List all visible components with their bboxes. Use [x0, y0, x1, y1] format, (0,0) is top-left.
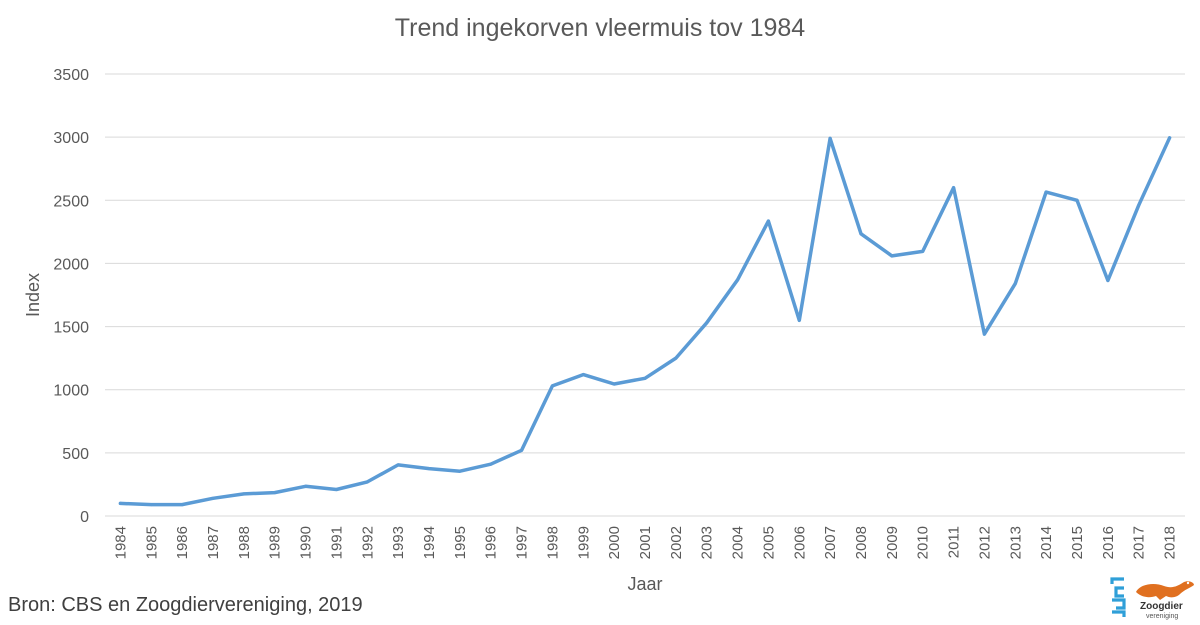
y-tick-label: 0 — [80, 509, 89, 526]
x-tick-label: 2002 — [668, 526, 685, 559]
data-point — [211, 496, 215, 500]
x-tick-label: 2018 — [1162, 526, 1179, 559]
data-point — [304, 484, 308, 488]
x-tick-label: 2003 — [699, 526, 716, 559]
data-point — [242, 492, 246, 496]
x-tick-label: 1993 — [390, 526, 407, 559]
data-point — [180, 503, 184, 507]
x-tick-label: 2017 — [1131, 526, 1148, 559]
x-tick-label: 2015 — [1069, 526, 1086, 559]
data-point — [365, 480, 369, 484]
x-tick-label: 2005 — [760, 526, 777, 559]
x-tick-label: 1990 — [298, 526, 315, 559]
x-tick-label: 1997 — [514, 526, 531, 559]
x-tick-label: 1988 — [236, 526, 253, 559]
data-point — [273, 491, 277, 495]
series-line — [118, 136, 1172, 507]
y-tick-label: 2500 — [53, 193, 89, 210]
cbs-logo-icon — [1110, 577, 1126, 617]
x-tick-labels: 1984 1985 1986 1987 1988 1989 1990 1991 1992 1993… — [112, 526, 1178, 559]
data-point — [581, 373, 585, 377]
data-point — [921, 249, 925, 253]
data-point — [797, 318, 801, 322]
x-tick-label: 1985 — [143, 526, 160, 559]
data-point — [828, 136, 832, 140]
x-tick-label: 1999 — [575, 526, 592, 559]
data-point — [1013, 282, 1017, 286]
x-tick-label: 2010 — [915, 526, 932, 559]
y-axis-label: Index — [23, 273, 43, 317]
x-tick-label: 2012 — [976, 526, 993, 559]
x-axis-label: Jaar — [627, 574, 662, 594]
x-tick-label: 1987 — [205, 526, 222, 559]
y-tick-label: 2000 — [53, 256, 89, 273]
x-tick-label: 2016 — [1100, 526, 1117, 559]
data-point — [489, 462, 493, 466]
x-tick-label: 2007 — [822, 526, 839, 559]
data-point — [458, 469, 462, 473]
y-tick-label: 1500 — [53, 320, 89, 337]
cbs-zoogdiervereniging-logo: Zoogdier vereniging — [1110, 576, 1196, 620]
logo-text-vereniging: vereniging — [1146, 613, 1178, 620]
x-tick-label: 2009 — [884, 526, 901, 559]
data-point — [1168, 136, 1172, 140]
x-tick-label: 2013 — [1007, 526, 1024, 559]
y-tick-label: 1000 — [53, 383, 89, 400]
y-tick-label: 3000 — [53, 130, 89, 147]
data-point — [766, 219, 770, 223]
data-point — [643, 376, 647, 380]
x-tick-label: 2000 — [606, 526, 623, 559]
x-tick-label: 2008 — [853, 526, 870, 559]
data-point — [859, 232, 863, 236]
x-tick-label: 1995 — [452, 526, 469, 559]
data-point — [890, 254, 894, 258]
data-point — [550, 384, 554, 388]
x-tick-label: 2001 — [637, 526, 654, 559]
x-tick-label: 1986 — [174, 526, 191, 559]
logo-text-zoogdier: Zoogdier — [1140, 601, 1183, 612]
data-point — [520, 448, 524, 452]
source-note: Bron: CBS en Zoogdiervereniging, 2019 — [8, 594, 363, 616]
x-tick-label: 1984 — [112, 526, 129, 559]
data-point — [952, 186, 956, 190]
x-tick-label: 1996 — [483, 526, 500, 559]
x-tick-label: 1994 — [421, 526, 438, 559]
data-point — [1106, 278, 1110, 282]
data-point — [427, 467, 431, 471]
y-tick-labels: 0 500 1000 1500 2000 2500 3000 3500 — [53, 67, 89, 526]
data-point — [334, 487, 338, 491]
x-tick-label: 2004 — [730, 526, 747, 559]
data-point — [674, 356, 678, 360]
data-point — [1137, 203, 1141, 207]
y-tick-label: 3500 — [53, 67, 89, 84]
data-point — [612, 382, 616, 386]
x-tick-label: 1992 — [359, 526, 376, 559]
x-tick-label: 2011 — [946, 526, 963, 558]
x-tick-label: 2006 — [791, 526, 808, 559]
x-tick-label: 1991 — [328, 526, 345, 559]
data-point — [149, 503, 153, 507]
otter-icon — [1136, 581, 1194, 600]
series-group — [118, 136, 1172, 507]
gridlines — [105, 73, 1185, 517]
data-point — [1044, 190, 1048, 194]
data-point — [705, 321, 709, 325]
data-point — [118, 501, 122, 505]
data-point — [396, 463, 400, 467]
data-point — [736, 278, 740, 282]
x-tick-label: 1989 — [267, 526, 284, 559]
x-tick-label: 2014 — [1038, 526, 1055, 559]
chart-title: Trend ingekorven vleermuis tov 1984 — [394, 14, 806, 42]
y-tick-label: 500 — [62, 446, 89, 463]
data-point — [982, 332, 986, 336]
data-point — [1075, 198, 1079, 202]
x-tick-label: 1998 — [544, 526, 561, 559]
